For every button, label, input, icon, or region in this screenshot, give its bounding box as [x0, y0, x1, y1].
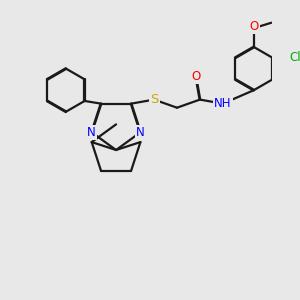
Text: O: O [191, 70, 200, 83]
Text: Cl: Cl [290, 51, 300, 64]
Text: N: N [136, 126, 145, 139]
Text: NH: NH [214, 97, 232, 110]
Text: S: S [150, 93, 158, 106]
Text: N: N [87, 126, 96, 139]
Text: O: O [249, 20, 259, 33]
